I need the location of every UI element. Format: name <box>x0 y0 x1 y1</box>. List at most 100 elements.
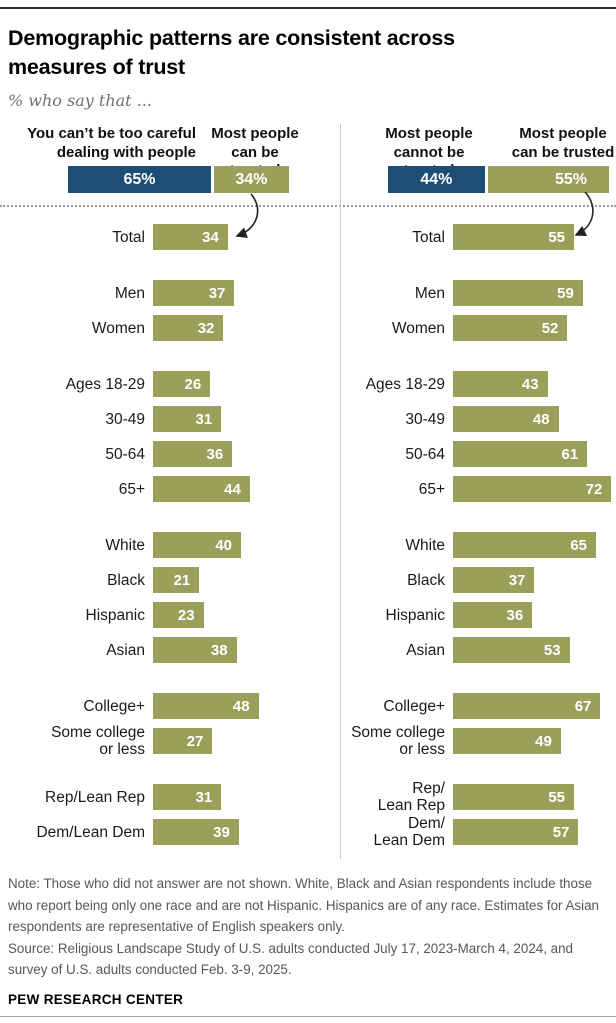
bar: 38 <box>153 637 237 663</box>
bar: 39 <box>153 819 239 845</box>
bar-group: College+ 67 Some college or less 49 <box>341 693 608 758</box>
bar-group: Rep/ Lean Rep 55 Dem/ Lean Dem 57 <box>341 780 608 849</box>
bar: 44 <box>153 476 250 502</box>
bar-row: 30-49 31 <box>8 406 340 432</box>
bar-group: Total 55 <box>341 224 608 250</box>
bar: 37 <box>153 280 235 306</box>
stacked-segment-positive: 34% <box>214 166 289 193</box>
bar-group: Men 59 Women 52 <box>341 280 608 341</box>
bar-value-label: 26 <box>184 375 202 393</box>
bar: 36 <box>153 441 233 467</box>
bar-group: College+ 48 Some college or less 27 <box>8 693 340 758</box>
category-label: College+ <box>83 697 145 715</box>
category-label: Dem/ Lean Dem <box>373 815 445 849</box>
bar: 52 <box>453 315 568 341</box>
category-label: Rep/Lean Rep <box>45 788 145 806</box>
category-label: Ages 18-29 <box>65 375 145 393</box>
category-label: 65+ <box>118 480 145 498</box>
bar-row: Men 37 <box>8 280 340 306</box>
category-label: Total <box>412 228 445 246</box>
category-label: White <box>405 536 445 554</box>
bar-row: Rep/Lean Rep 31 <box>8 784 340 810</box>
bar-row: Total 55 <box>341 224 608 250</box>
bar-value-label: 40 <box>215 536 232 554</box>
bar-row: 50-64 61 <box>341 441 608 467</box>
category-label: 50-64 <box>105 445 145 463</box>
bar-group: Total 34 <box>8 224 340 250</box>
bar-group: Rep/Lean Rep 31 Dem/Lean Dem 39 <box>8 784 340 845</box>
bar-row: Total 34 <box>8 224 340 250</box>
stacked-segment-negative-value: 65% <box>123 170 156 188</box>
chart-area: You can’t be too careful dealing with pe… <box>0 124 616 859</box>
bar-value-label: 72 <box>585 480 603 498</box>
bar: 53 <box>453 637 570 663</box>
bottom-divider <box>0 1016 616 1017</box>
bar-row: College+ 48 <box>8 693 340 719</box>
source-text: Source: Religious Landscape Study of U.S… <box>8 940 573 978</box>
bar: 31 <box>153 784 222 810</box>
bar-value-label: 31 <box>195 410 213 428</box>
bar-group: White 65 Black 37 Hispanic 36 Asian 53 <box>341 532 608 663</box>
bar: 23 <box>153 602 204 628</box>
bar-value-label: 31 <box>195 788 213 806</box>
bar-value-label: 37 <box>208 284 226 302</box>
category-label: Women <box>91 319 145 337</box>
category-label: White <box>105 536 145 554</box>
bar: 21 <box>153 567 200 593</box>
bar-row: Black 37 <box>341 567 608 593</box>
bar-row: 65+ 44 <box>8 476 340 502</box>
bar-value-label: 55 <box>548 788 565 806</box>
bar: 67 <box>453 693 601 719</box>
bar-value-label: 57 <box>552 823 570 841</box>
bar-row: Some college or less 49 <box>341 724 608 758</box>
bar-value-label: 36 <box>206 445 224 463</box>
bar: 59 <box>453 280 583 306</box>
bar-value-label: 55 <box>548 228 565 246</box>
bar-value-label: 52 <box>541 319 559 337</box>
bar-value-label: 43 <box>521 375 539 393</box>
category-label: Ages 18-29 <box>365 375 445 393</box>
category-label: Men <box>114 284 145 302</box>
callout-arrow-icon <box>574 191 594 236</box>
bar-value-label: 48 <box>532 410 550 428</box>
bar-group: White 40 Black 21 Hispanic 23 Asian 38 <box>8 532 340 663</box>
content: Demographic patterns are consistent acro… <box>0 24 616 1007</box>
bar-row: Dem/ Lean Dem 57 <box>341 815 608 849</box>
bar: 49 <box>453 728 561 754</box>
category-label: Dem/Lean Dem <box>36 823 145 841</box>
bar: 31 <box>153 406 222 432</box>
bar-row: Hispanic 36 <box>341 602 608 628</box>
top-divider <box>0 7 616 9</box>
bar-value-label: 44 <box>224 480 241 498</box>
subtitle: % who say that ... <box>8 91 152 110</box>
rows: Total 34 Men 37 Women 32 Ages 18-29 26 30-49 31 50… <box>8 224 340 845</box>
bar: 48 <box>453 406 559 432</box>
bar-value-label: 48 <box>232 697 250 715</box>
bar-row: Some college or less 27 <box>8 724 340 758</box>
page-title: Demographic patterns are consistent acro… <box>8 26 455 79</box>
bar-row: Ages 18-29 43 <box>341 371 608 397</box>
bar: 57 <box>453 819 579 845</box>
panel-right: Most people cannot be trusted Most peopl… <box>340 124 614 859</box>
bar-value-label: 59 <box>557 284 574 302</box>
bar-group: Men 37 Women 32 <box>8 280 340 341</box>
bar: 55 <box>453 224 574 250</box>
bar: 43 <box>453 371 548 397</box>
footer-brand: PEW RESEARCH CENTER <box>8 991 184 1007</box>
panel-left: You can’t be too careful dealing with pe… <box>8 124 340 859</box>
category-label: Asian <box>106 641 145 659</box>
bar-value-label: 49 <box>535 732 552 750</box>
bar-row: Hispanic 23 <box>8 602 340 628</box>
stacked-bar: 65% 34% <box>8 166 340 193</box>
category-label: Hispanic <box>385 606 445 624</box>
bar: 48 <box>153 693 259 719</box>
bar-row: 50-64 36 <box>8 441 340 467</box>
bar-row: Women 52 <box>341 315 608 341</box>
bar: 27 <box>153 728 213 754</box>
bar-value-label: 23 <box>177 606 195 624</box>
bar: 40 <box>153 532 241 558</box>
category-label: Hispanic <box>85 606 145 624</box>
bar-row: Dem/Lean Dem 39 <box>8 819 340 845</box>
bar: 61 <box>453 441 588 467</box>
bar-value-label: 36 <box>506 606 524 624</box>
